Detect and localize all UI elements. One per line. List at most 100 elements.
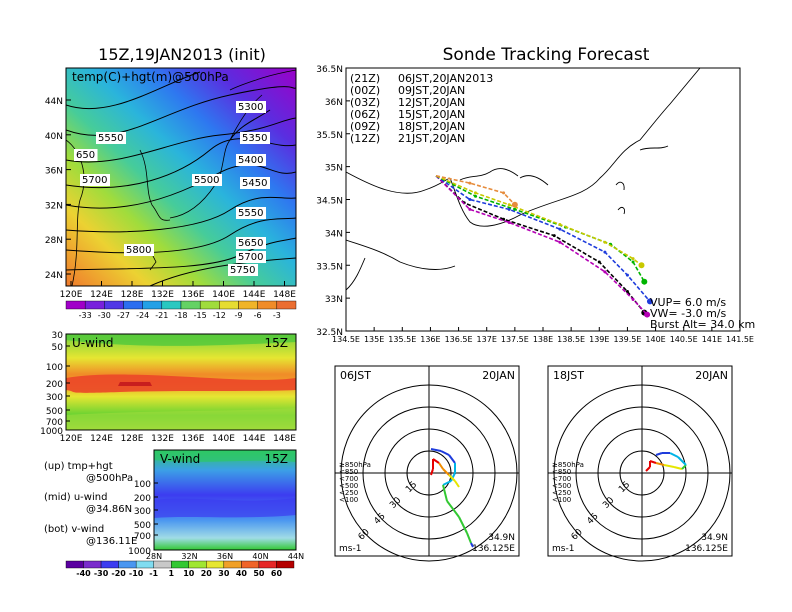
location-lat: 34.9N xyxy=(701,533,728,543)
colorbar-swatch xyxy=(276,300,297,310)
colorbar-tick-label: -3 xyxy=(273,311,281,320)
colorbar-tick-label: -30 xyxy=(98,311,111,320)
v-wind-label: V-wind xyxy=(160,452,200,466)
track-lon-tick: 141E xyxy=(702,335,722,344)
track-lat-axis: 36.5N 36N 35.5N 35N 34.5N 34N 33.5N 33N 32.5N xyxy=(316,65,350,338)
v-wind-pressure-tick: 700 xyxy=(134,532,151,542)
unit-label: ms-1 xyxy=(339,544,361,554)
wind-colorbar-tick-label: -30 xyxy=(94,569,109,578)
upper-map-label: temp(C)+hgt(m)@500hPa xyxy=(72,70,229,84)
contour-label: 5700 xyxy=(82,175,107,186)
contour-label: 5500 xyxy=(194,175,219,186)
temperature-colorbar: -33 -30 -27 -24 -21 -18 -15 -12 -9 -6 -3 xyxy=(65,300,297,320)
track-series xyxy=(435,175,653,318)
hodograph-trace xyxy=(448,454,456,464)
pressure-legend-item: <500 xyxy=(552,482,571,490)
track-lon-tick: 137.5E xyxy=(501,335,529,344)
u-wind-lon-tick: 128E xyxy=(121,434,144,444)
track-lon-tick: 141.5E xyxy=(726,335,754,344)
v-wind-pressure-tick: 200 xyxy=(134,494,151,504)
contour-label: 650 xyxy=(76,150,95,161)
track-point xyxy=(631,257,635,261)
track-point xyxy=(468,181,472,185)
landing-marker xyxy=(646,298,653,305)
hodograph-trace xyxy=(677,456,687,466)
track-point xyxy=(507,203,511,207)
colorbar-swatch xyxy=(219,300,239,310)
legend-mid-line1: (mid) u-wind xyxy=(44,492,107,503)
track-lon-tick: 140.5E xyxy=(670,335,698,344)
colorbar-swatch xyxy=(257,300,278,310)
u-wind-lon-tick: 136E xyxy=(182,434,205,444)
wind-colorbar-tick-label: 50 xyxy=(253,569,265,578)
track-point xyxy=(552,234,556,238)
track-point xyxy=(502,217,506,221)
hodograph-trace xyxy=(430,448,442,452)
pressure-legend-item: <850 xyxy=(552,468,571,476)
track-lon-tick: 138.5E xyxy=(557,335,585,344)
wind-colorbar-swatch xyxy=(188,560,207,569)
burst-alt-text: Burst Alt= 34.0 km xyxy=(650,318,755,331)
wind-colorbar-swatch xyxy=(276,560,295,569)
upper-lon-tick-label: 148E xyxy=(273,290,296,300)
launch-time: 21JST,20JAN xyxy=(398,132,465,145)
upper-lon-tick-label: 132E xyxy=(151,290,174,300)
v-wind-lat-tick: 32N xyxy=(181,552,197,561)
u-wind-lon-tick: 132E xyxy=(151,434,174,444)
colorbar-swatch xyxy=(180,300,201,310)
u-wind-lon-tick: 124E xyxy=(90,434,113,444)
colorbar-tick-label: -27 xyxy=(117,311,130,320)
u-wind-lon-tick: 140E xyxy=(212,434,235,444)
hodograph-trace xyxy=(448,474,456,482)
u-wind-pressure-tick: 30 xyxy=(52,331,64,341)
legend-up-line1: (up) tmp+hgt xyxy=(44,461,113,472)
launch-time: 12JST,20JAN xyxy=(398,96,465,109)
launch-tag: (00Z) xyxy=(350,84,380,97)
contour-label: 5550 xyxy=(238,208,263,219)
track-lon-tick: 139E xyxy=(589,335,609,344)
pressure-legend-item: <100 xyxy=(552,496,571,504)
tracking-map-frame xyxy=(345,67,741,332)
track-point xyxy=(473,191,477,195)
u-wind-pressure-tick: 1000 xyxy=(40,427,63,437)
colorbar-swatch xyxy=(238,300,258,310)
track-lat-tick: 36.5N xyxy=(316,65,343,75)
landing-marker xyxy=(511,201,518,208)
main-title: Sonde Tracking Forecast xyxy=(443,45,650,65)
contour-label: 5350 xyxy=(242,133,267,144)
track-point xyxy=(597,260,601,264)
landing-marker xyxy=(641,278,648,285)
wind-colorbar-swatch xyxy=(258,560,277,569)
wind-colorbar-tick-label: 10 xyxy=(183,569,195,578)
u-wind-pressure-tick: 300 xyxy=(46,393,63,403)
legend-bot-line2: @136.11E xyxy=(86,536,137,547)
u-wind-label: U-wind xyxy=(72,336,113,350)
u-wind-lon-axis: 120E 124E 128E 132E 136E 140E 144E 148E xyxy=(60,434,297,444)
track-point xyxy=(625,290,629,294)
track-lon-tick: 139.5E xyxy=(613,335,641,344)
upper-lat-axis: 44N 40N 36N 32N 28N 24N xyxy=(45,97,71,281)
launch-time: 15JST,20JAN xyxy=(398,108,465,121)
upper-lat-tick-label: 28N xyxy=(45,236,63,246)
hodograph-trace xyxy=(673,466,683,470)
track-lon-tick: 136.5E xyxy=(445,335,473,344)
location-lon: 136.125E xyxy=(472,544,515,554)
u-wind-pressure-tick: 100 xyxy=(46,363,63,373)
track-point xyxy=(507,207,511,211)
track-lon-tick: 134.5E xyxy=(332,335,360,344)
contour-label: 5550 xyxy=(98,133,123,144)
track-lon-axis: 134.5E 135E 135.5E 136E 136.5E 137E 137.5E 138E… xyxy=(332,327,754,344)
upper-lat-tick-label: 32N xyxy=(45,201,63,211)
wind-colorbar-swatch xyxy=(153,560,172,569)
pressure-legend-item: <700 xyxy=(552,475,571,483)
u-wind-pressure-tick: 500 xyxy=(46,407,63,417)
hodograph-trace xyxy=(442,480,452,486)
coastline xyxy=(346,68,740,291)
v-wind-lat-tick: 44N xyxy=(288,552,304,561)
colorbar-swatch xyxy=(142,300,163,310)
colorbar-tick-label: -15 xyxy=(194,311,207,320)
pressure-legend-item: ≥850hPa xyxy=(552,461,584,469)
